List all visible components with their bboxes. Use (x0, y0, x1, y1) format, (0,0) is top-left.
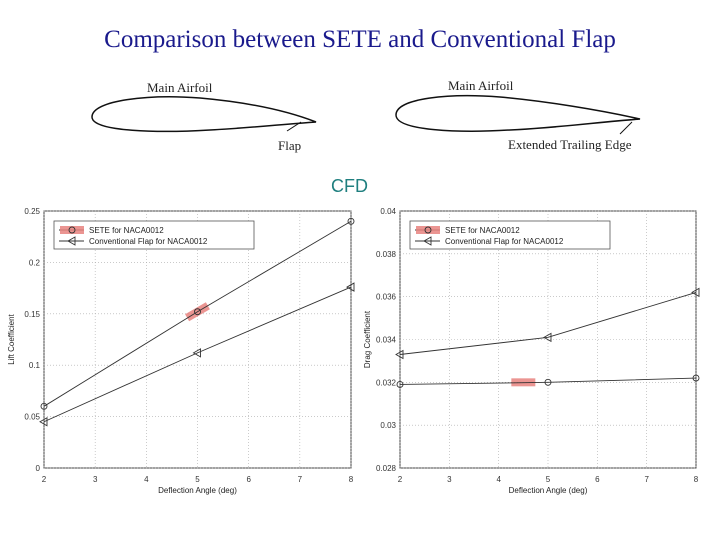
legend-entry: Conventional Flap for NACA0012 (445, 237, 564, 246)
plot-area (43, 210, 352, 469)
y-tick-label: 0.1 (29, 361, 41, 370)
y-tick-label: 0.028 (376, 464, 397, 473)
legend-box (53, 220, 255, 250)
y-tick-label: 0.2 (29, 258, 41, 267)
x-tick-label: 5 (546, 475, 551, 484)
y-tick-label: 0.03 (380, 421, 396, 430)
legend-highlight (60, 226, 84, 234)
x-tick-label: 2 (42, 475, 47, 484)
x-tick-label: 3 (93, 475, 98, 484)
data-point (692, 374, 700, 382)
y-axis-label: Drag Coefficient (363, 310, 372, 368)
data-point (192, 348, 201, 358)
series-line-1 (43, 220, 352, 407)
left-airfoil-shape (91, 96, 317, 133)
slide-title: Comparison between SETE and Conventional… (104, 26, 616, 53)
cfd-label: CFD (331, 176, 368, 196)
x-tick-label: 7 (298, 475, 303, 484)
x-tick-label: 8 (349, 475, 354, 484)
data-point (346, 282, 355, 292)
x-tick-label: 8 (694, 475, 699, 484)
data-point (347, 217, 355, 225)
series-line-2 (43, 286, 352, 423)
flap-label: Flap (278, 138, 302, 153)
y-tick-label: 0.15 (24, 310, 40, 319)
data-point (194, 308, 201, 316)
y-tick-label: 0.036 (376, 293, 397, 302)
x-tick-label: 2 (398, 475, 403, 484)
y-tick-label: 0.04 (380, 207, 396, 216)
data-point (39, 416, 48, 427)
data-point (396, 381, 404, 388)
right-airfoil-shape (395, 94, 641, 132)
x-tick-label: 6 (246, 475, 251, 484)
legend-highlight (416, 226, 440, 234)
legend-marker (67, 236, 76, 246)
y-tick-label: 0.034 (376, 336, 397, 345)
left-main-airfoil-label: Main Airfoil (147, 80, 213, 95)
chart-lift: 2 3 4 5 6 7 8 0 0.05 0.1 0.15 0.2 0.25 Deflection Ang… (7, 207, 355, 495)
x-tick-label: 4 (144, 475, 149, 484)
series-line-1 (399, 377, 697, 385)
x-axis-label: Deflection Angle (deg) (509, 486, 588, 495)
data-point (395, 349, 404, 360)
data-point (40, 402, 48, 410)
x-axis-label: Deflection Angle (deg) (158, 486, 237, 495)
chart-drag: 2 3 4 5 6 7 8 0.028 0.03 0.032 0.034 0.036 0.038 0.04… (363, 207, 700, 495)
legend-marker (424, 226, 432, 234)
legend-entry: SETE for NACA0012 (89, 226, 164, 235)
data-point (543, 332, 552, 343)
x-tick-label: 5 (195, 475, 200, 484)
legend-marker (68, 226, 76, 234)
data-point (544, 378, 552, 386)
y-tick-label: 0.05 (24, 413, 40, 422)
flap-pointer (286, 121, 302, 132)
legend-entry: Conventional Flap for NACA0012 (89, 237, 208, 246)
y-tick-label: 0 (36, 464, 41, 473)
legend-entry: SETE for NACA0012 (445, 226, 520, 235)
y-tick-label: 0.038 (376, 250, 397, 259)
x-tick-label: 4 (496, 475, 501, 484)
x-tick-label: 7 (644, 475, 649, 484)
y-tick-label: 0.032 (376, 378, 397, 387)
legend-box (409, 220, 611, 250)
data-point (691, 287, 700, 298)
x-tick-label: 6 (595, 475, 600, 484)
y-axis-label: Lift Coefficient (7, 313, 16, 364)
y-tick-label: 0.25 (24, 207, 40, 216)
extended-trailing-edge-label: Extended Trailing Edge (508, 137, 632, 152)
x-tick-label: 3 (447, 475, 452, 484)
legend-marker (423, 236, 432, 246)
ext-pointer (619, 121, 633, 135)
right-main-airfoil-label: Main Airfoil (448, 78, 514, 93)
series-line-2 (399, 291, 697, 355)
